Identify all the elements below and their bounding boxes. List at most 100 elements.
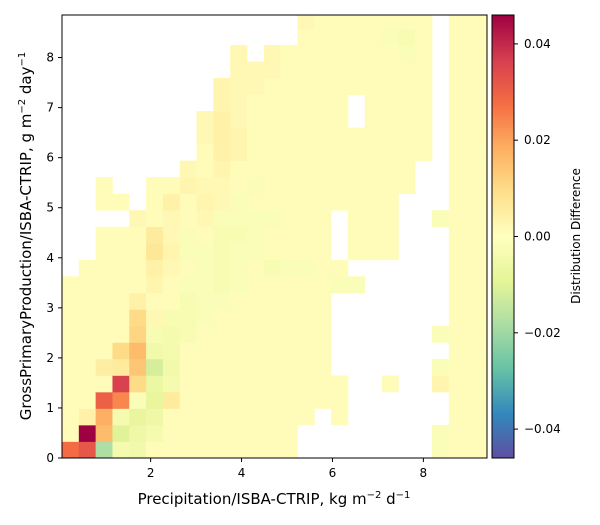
heatmap-cell bbox=[162, 226, 181, 244]
heatmap-cell bbox=[314, 61, 332, 79]
heatmap-cell bbox=[482, 144, 488, 162]
heatmap-cell bbox=[448, 144, 467, 162]
heatmap-cell bbox=[482, 408, 488, 426]
heatmap-cell bbox=[347, 160, 366, 178]
heatmap-cell bbox=[230, 193, 248, 211]
heatmap-cell bbox=[381, 177, 399, 195]
heatmap-cell bbox=[448, 177, 467, 195]
heatmap-cell bbox=[381, 193, 399, 211]
heatmap-cell bbox=[465, 78, 483, 95]
heatmap-cell bbox=[465, 226, 483, 244]
heatmap-cell bbox=[280, 259, 298, 277]
heatmap-cell bbox=[247, 276, 265, 294]
heatmap-cell bbox=[95, 292, 113, 310]
heatmap-cell bbox=[213, 276, 231, 294]
heatmap-cell bbox=[129, 408, 147, 426]
heatmap-cell bbox=[263, 424, 282, 442]
heatmap-cell bbox=[415, 127, 433, 145]
heatmap-cell bbox=[78, 441, 97, 459]
heatmap-cell bbox=[482, 375, 488, 393]
heatmap-cell bbox=[213, 177, 231, 195]
heatmap-cell bbox=[297, 160, 315, 178]
heatmap-cell bbox=[465, 408, 483, 426]
heatmap-cell bbox=[247, 94, 265, 112]
heatmap-cell bbox=[247, 160, 265, 178]
heatmap-cell bbox=[297, 78, 315, 95]
heatmap-cell bbox=[179, 259, 197, 277]
heatmap-cell bbox=[448, 424, 467, 442]
colorbar-label: Distribution Difference bbox=[569, 168, 583, 304]
heatmap-cell bbox=[146, 259, 164, 277]
heatmap-cell bbox=[162, 292, 181, 310]
heatmap-cell bbox=[448, 94, 467, 112]
heatmap-cell bbox=[448, 276, 467, 294]
heatmap-cell bbox=[331, 177, 349, 195]
heatmap-cell bbox=[179, 226, 197, 244]
heatmap-cell bbox=[213, 78, 231, 95]
heatmap-cell bbox=[95, 358, 113, 376]
heatmap-cell bbox=[95, 226, 113, 244]
heatmap-cell bbox=[381, 375, 399, 393]
heatmap-cell bbox=[162, 276, 181, 294]
heatmap-cell bbox=[129, 391, 147, 409]
heatmap-cell bbox=[482, 45, 488, 62]
heatmap-cell bbox=[415, 94, 433, 112]
heatmap-cell bbox=[297, 342, 315, 360]
heatmap-cell bbox=[482, 193, 488, 211]
heatmap-cell bbox=[280, 177, 298, 195]
heatmap-cell bbox=[314, 28, 332, 46]
heatmap-cell bbox=[482, 61, 488, 79]
heatmap-cell bbox=[179, 375, 197, 393]
heatmap-cell bbox=[196, 210, 214, 228]
heatmap-cell bbox=[297, 325, 315, 343]
heatmap-cell bbox=[347, 28, 366, 46]
heatmap-cell bbox=[179, 309, 197, 327]
heatmap-cell bbox=[331, 28, 349, 46]
heatmap-cell bbox=[482, 342, 488, 360]
heatmap-cell bbox=[482, 127, 488, 145]
heatmap-cell bbox=[297, 127, 315, 145]
heatmap-cell bbox=[247, 177, 265, 195]
heatmap-cell bbox=[247, 210, 265, 228]
x-axis-label: Precipitation/ISBA-CTRIP, kg m−2 d−1 bbox=[138, 490, 411, 508]
heatmap-cell bbox=[179, 325, 197, 343]
heatmap-cell bbox=[448, 358, 467, 376]
heatmap-cell bbox=[112, 358, 130, 376]
heatmap-cell bbox=[482, 111, 488, 129]
heatmap-cell bbox=[331, 94, 349, 112]
heatmap-cell bbox=[448, 309, 467, 327]
heatmap-cell bbox=[432, 358, 450, 376]
heatmap-cell bbox=[347, 226, 366, 244]
heatmap-cell bbox=[230, 94, 248, 112]
heatmap-cell bbox=[112, 193, 130, 211]
heatmap-cell bbox=[364, 127, 382, 145]
heatmap-cell bbox=[297, 259, 315, 277]
heatmap-cell bbox=[179, 193, 197, 211]
heatmap-cell bbox=[381, 15, 399, 29]
heatmap-cell bbox=[432, 210, 450, 228]
heatmap-cell bbox=[364, 226, 382, 244]
heatmap-cell bbox=[95, 424, 113, 442]
heatmap-cell bbox=[465, 259, 483, 277]
heatmap-cell bbox=[247, 111, 265, 129]
heatmap-cell bbox=[314, 259, 332, 277]
heatmap-cell bbox=[247, 127, 265, 145]
y-tick-label: 5 bbox=[46, 201, 54, 215]
heatmap-cell bbox=[230, 259, 248, 277]
heatmap-cell bbox=[465, 111, 483, 129]
heatmap-cell bbox=[146, 292, 164, 310]
heatmap-cell bbox=[364, 193, 382, 211]
heatmap-cell bbox=[448, 111, 467, 129]
heatmap-cell bbox=[62, 276, 80, 294]
heatmap-cell bbox=[448, 243, 467, 261]
heatmap-cell bbox=[448, 160, 467, 178]
heatmap-cell bbox=[448, 325, 467, 343]
heatmap-cell bbox=[331, 259, 349, 277]
x-axis-ticks: 2 4 6 8 bbox=[147, 458, 427, 480]
heatmap-cell bbox=[482, 78, 488, 95]
heatmap-cell bbox=[280, 243, 298, 261]
colorbar-tick-label: 0.02 bbox=[524, 133, 551, 147]
heatmap-cell bbox=[146, 243, 164, 261]
heatmap-cell bbox=[247, 61, 265, 79]
heatmap-cell bbox=[263, 210, 282, 228]
